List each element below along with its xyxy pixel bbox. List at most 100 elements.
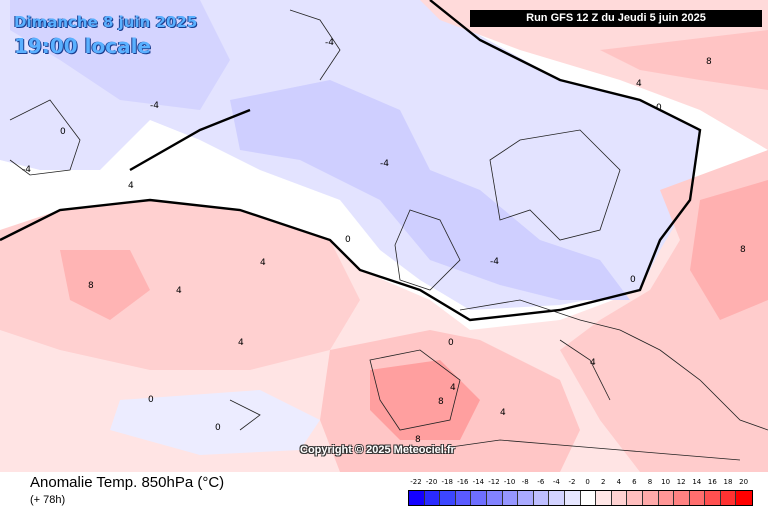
legend-swatch [705,491,721,505]
legend-tick: 0 [585,478,590,486]
legend-swatch [642,491,659,505]
legend-swatch [596,491,612,505]
legend-tick: 18 [723,478,733,486]
label-plus8-3: 8 [438,397,444,407]
legend-swatch [486,491,503,505]
label-plus4-3: 4 [238,338,244,348]
cold-core-northsea [230,80,630,300]
label-zero-4: 0 [630,275,636,285]
label-plus8-5: 8 [740,245,746,255]
label-plus8-2: 8 [706,57,712,67]
legend-swatch [533,491,550,505]
label-minus4-1: -4 [150,101,159,111]
label-minus4-3: -4 [380,159,389,169]
legend-swatch [720,491,737,505]
zero-contour-greenland [129,108,251,172]
legend-tick: -22 [410,478,422,486]
legend-swatch [674,491,690,505]
legend-tick: 14 [692,478,702,486]
cool-patch-south [110,390,320,455]
label-zero-5: 0 [148,395,154,405]
legend-tick: -16 [457,478,469,486]
coastline-scandinavia [489,129,621,241]
warm-core-east [690,180,768,320]
lead-time: (+ 78h) [30,494,66,506]
legend-swatch [611,491,628,505]
label-plus4-2: 4 [176,286,182,296]
zero-contour [0,0,702,322]
legend-swatch [549,491,565,505]
label-minus4-4: -4 [490,257,499,267]
run-info: Run GFS 12 Z du Jeudi 5 juin 2025 [470,10,762,27]
label-zero-3: 0 [656,103,662,113]
label-zero-7: 0 [448,338,454,348]
warm-zone-atlantic [0,200,360,370]
legend-tick: 10 [661,478,671,486]
coastline-north-africa [429,439,741,461]
coastline-british-isles [394,209,461,291]
label-plus4-7: 4 [500,408,506,418]
warm-core-atlantic [60,250,150,320]
map-area: -4 -4 -4 -4 -4 0 0 0 0 0 0 0 4 4 4 4 4 4… [0,0,768,472]
legend-tick: 4 [616,478,622,486]
legend-swatch [736,491,753,505]
legend-swatch [580,491,597,505]
label-plus8-4: 8 [415,435,421,445]
legend-tick: 16 [707,478,717,486]
label-zero-1: 0 [345,235,351,245]
legend-swatch [440,491,456,505]
legend-tick: 2 [600,478,606,486]
legend-tick: -2 [568,478,576,486]
legend-tick: 20 [739,478,749,486]
label-zero-2: 0 [60,127,66,137]
legend-tick: -12 [488,478,500,486]
legend-swatch [689,491,706,505]
copyright: Copyright © 2025 Meteociel.fr [300,444,455,456]
legend-tick: 8 [647,478,653,486]
legend-swatch [409,491,425,505]
coastline-italy [559,339,611,401]
warm-zone-northeast [420,0,768,150]
label-plus8-1: 8 [88,281,94,291]
legend-tick: -20 [425,478,438,486]
legend-tick: 12 [676,478,686,486]
label-minus4-5: -4 [325,38,334,48]
legend-swatch [455,491,472,505]
warm-core-iberia [370,360,480,440]
coastline-iberia [369,349,461,431]
parameter-title: Anomalie Temp. 850hPa (°C) [30,474,225,491]
legend-swatch [471,491,487,505]
label-plus4-8: 4 [590,358,596,368]
coastline-europe-south [459,299,768,431]
legend-swatch [502,491,519,505]
label-minus4-2: -4 [22,165,31,175]
legend-swatch [658,491,675,505]
legend-tick: 6 [632,478,637,486]
color-legend: -22 -20 -18 -16 -14 -12 -10 -8 -6 -4 -2 0 2 4 6 8 10 12 14… [408,478,754,508]
legend-swatch [564,491,581,505]
contour-labels: -4 -4 -4 -4 -4 0 0 0 0 0 0 0 4 4 4 4 4 4… [22,38,746,445]
forecast-time: 19:00 locale [14,34,151,58]
forecast-date: Dimanche 8 juin 2025 [14,13,198,31]
label-plus4-5: 4 [128,181,134,191]
legend-tick: -18 [441,478,453,486]
label-plus4-4: 4 [636,79,642,89]
legend-swatch [424,491,441,505]
legend-swatches [408,490,754,506]
footer: Anomalie Temp. 850hPa (°C) (+ 78h) -22 -2… [0,472,768,512]
label-zero-6: 0 [215,423,221,433]
legend-tick: -14 [472,478,485,486]
warm-core-northeast [600,30,768,90]
legend-tick: -8 [521,478,529,486]
coastline-svalbard [289,9,341,81]
legend-tick: -4 [552,478,560,486]
label-plus4-1: 4 [260,258,266,268]
legend-tick: -10 [503,478,516,486]
legend-swatch [518,491,534,505]
label-plus4-6: 4 [450,383,456,393]
legend-swatch [627,491,643,505]
coastline-greenland [9,99,81,176]
legend-tick: -6 [537,478,545,486]
cold-core-greenland [10,0,230,110]
anomaly-map: -4 -4 -4 -4 -4 0 0 0 0 0 0 0 4 4 4 4 4 4… [0,0,768,472]
